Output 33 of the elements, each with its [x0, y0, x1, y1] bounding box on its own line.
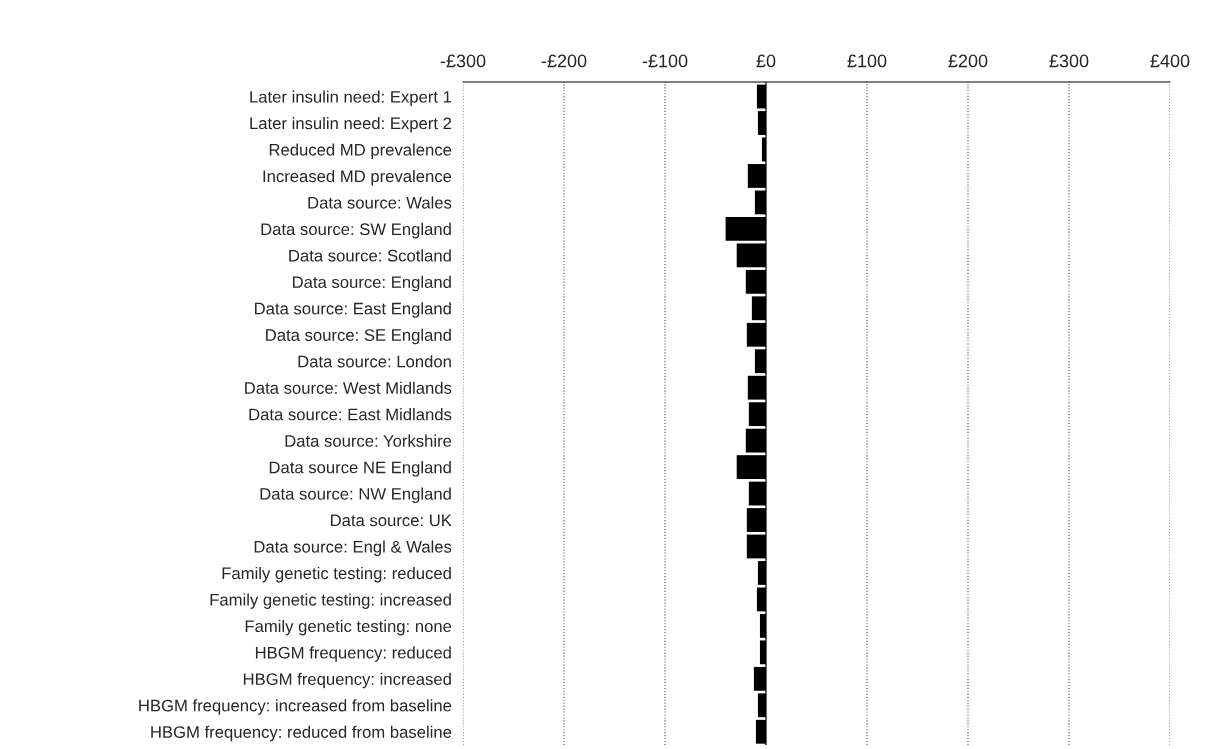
y-tick-label: HBGM frequency: reduced — [255, 646, 451, 662]
y-tick-label: Family genetic testing: reduced — [222, 566, 451, 583]
y-tick-label: Data source: SW England — [261, 222, 451, 239]
y-tick-label: Data source: London — [298, 355, 451, 368]
x-tick-label: £100 — [847, 54, 887, 68]
y-tick-label: Data source: East England — [255, 302, 451, 318]
y-tick-label: Data source: West Midlands — [245, 381, 452, 394]
y-tick-label: HBGM frequency: reduced from baseline — [151, 725, 452, 742]
y-tick-label: Data source: Scotland — [289, 249, 451, 262]
y-tick-label: Family genetic testing: none — [245, 619, 452, 636]
x-tick-label: £300 — [1049, 54, 1089, 68]
y-tick-label: Data source: Engl & Wales — [254, 540, 452, 556]
x-tick-label: £0 — [756, 54, 776, 68]
y-tick-label: Data source NE England — [269, 461, 451, 477]
y-tick-label: Data source: NW England — [260, 487, 451, 504]
y-tick-label: Reduced MD prevalence — [269, 143, 452, 159]
y-tick-label: HBGM frequency: increased from baseline — [139, 699, 452, 715]
y-tick-label: Family genetic testing: increased — [210, 593, 451, 609]
x-tick-label: -£100 — [642, 54, 688, 68]
x-tick-label: -£300 — [440, 54, 486, 68]
y-tick-label: Data source: SE England — [266, 328, 451, 345]
y-tick-label: Data source: England — [292, 275, 451, 292]
y-tick-label: Data source: UK — [330, 514, 452, 527]
y-tick-label: Data source: Wales — [308, 196, 452, 209]
x-tick-label: -£200 — [541, 54, 587, 68]
y-tick-label: Later insulin need: Expert 1 — [250, 90, 452, 107]
x-tick-label: £200 — [948, 54, 988, 68]
x-tick-label: £400 — [1150, 54, 1190, 68]
y-tick-label: Increased MD prevalence — [263, 169, 452, 186]
y-tick-label: Data source: East Midlands — [249, 408, 452, 421]
y-tick-label: Later insulin need: Expert 2 — [250, 116, 452, 133]
y-tick-label: HBGM frequency: increased — [243, 672, 451, 689]
y-tick-label: Data source: Yorkshire — [285, 434, 452, 447]
